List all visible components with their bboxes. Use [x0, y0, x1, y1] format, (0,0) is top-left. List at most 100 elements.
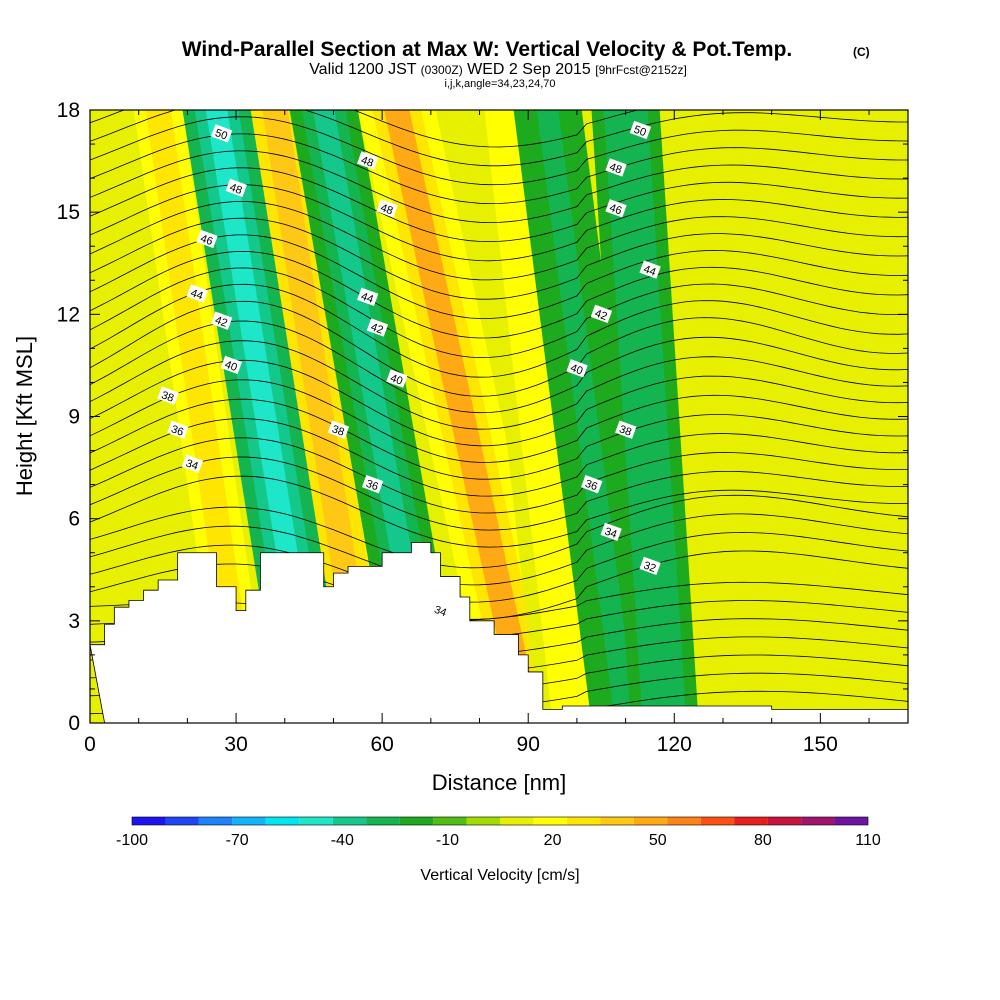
theta-label: 36 — [581, 474, 603, 494]
theta-label-text: 42 — [369, 321, 385, 336]
theta-label: 44 — [639, 260, 661, 279]
theta-label-box — [196, 229, 218, 249]
theta-contour — [90, 418, 908, 497]
theta-label-text: 32 — [642, 560, 658, 575]
chart-title-mark: (C) — [853, 45, 870, 59]
subtitle-valid: Valid 1200 JST — [309, 61, 417, 78]
theta-contour — [90, 550, 908, 620]
theta-contour — [90, 513, 908, 586]
colorbar-swatch — [533, 817, 567, 825]
theta-label-text: 48 — [228, 182, 244, 197]
theta-label-box — [376, 199, 398, 218]
theta-label-box — [167, 420, 189, 439]
x-tick-label: 60 — [370, 733, 393, 756]
down-motion-band — [614, 110, 676, 723]
colorbar-swatch — [366, 817, 400, 825]
colorbar-tick-label: 80 — [754, 832, 772, 849]
theta-contour — [90, 116, 908, 186]
up-motion-band — [496, 110, 590, 723]
theta-label: 36 — [361, 474, 384, 494]
colorbar-tick-label: -100 — [116, 832, 148, 849]
x-tick-label: 90 — [517, 733, 540, 756]
theta-label-text: 44 — [189, 287, 205, 302]
theta-label: 46 — [196, 229, 218, 249]
theta-label-box — [210, 124, 233, 143]
theta-label-box — [186, 284, 208, 303]
x-tick-label: 120 — [657, 733, 692, 756]
theta-label-text: 48 — [379, 202, 395, 217]
theta-label-box — [639, 556, 661, 576]
up-motion-band — [384, 110, 541, 723]
theta-label: 40 — [220, 355, 243, 375]
theta-label-text: 46 — [199, 233, 215, 248]
theta-label: 40 — [386, 369, 408, 388]
theta-label: 50 — [210, 124, 233, 143]
theta-contour — [90, 201, 908, 281]
theta-contour — [90, 250, 908, 339]
colorbar-tick-label: 110 — [855, 832, 881, 849]
contour-labels: 50 48 46 44 42 40 38 36 34 48 48 44 42 40 38 36 34 50 48 46… — [157, 120, 661, 620]
theta-label-text: 40 — [223, 359, 239, 374]
theta-label: 42 — [366, 318, 389, 337]
theta-label-box — [639, 260, 661, 279]
colorbar-swatch — [433, 817, 467, 825]
colorbar-swatch — [500, 817, 534, 825]
y-tick-label: 6 — [68, 508, 80, 531]
down-motion-band — [536, 110, 637, 723]
subtitle-date: WED 2 Sep 2015 — [467, 61, 591, 78]
theta-label-text: 34 — [603, 525, 619, 540]
theta-label: 32 — [639, 556, 661, 576]
theta-label-text: 34 — [184, 457, 200, 472]
x-tick-label: 30 — [224, 733, 247, 756]
theta-label-box — [590, 304, 613, 324]
theta-label-text: 42 — [593, 308, 609, 323]
x-tick-label: 150 — [803, 733, 838, 756]
y-tick-label: 18 — [57, 99, 80, 122]
theta-label: 42 — [590, 304, 613, 324]
theta-label-text: 44 — [359, 291, 375, 306]
colorbar-label: Vertical Velocity [cm/s] — [420, 867, 579, 884]
theta-contour — [90, 456, 908, 531]
theta-label-text: 46 — [608, 202, 624, 217]
theta-label-text: 50 — [632, 124, 648, 139]
theta-label-text: 38 — [617, 423, 633, 438]
theta-label: 40 — [566, 359, 588, 378]
x-tick-label: 0 — [84, 733, 96, 756]
theta-label: 44 — [186, 284, 208, 303]
theta-contour — [90, 217, 908, 300]
theta-label: 48 — [357, 151, 379, 170]
colorbar-swatch — [566, 817, 601, 825]
chart-subtitle: Valid 1200 JST (0300Z) WED 2 Sep 2015 [9… — [309, 61, 687, 78]
colorbar-tick-label: 50 — [649, 832, 667, 849]
colorbar-swatch — [232, 817, 266, 825]
colorbar-tick-label: -70 — [226, 832, 249, 849]
theta-contour — [90, 475, 908, 548]
colorbar-swatch — [299, 817, 333, 825]
theta-contour — [90, 300, 908, 397]
theta-contour — [90, 110, 640, 148]
subtitle-zulu: (0300Z) — [421, 63, 463, 77]
theta-label: 42 — [210, 311, 233, 330]
theta-contour — [90, 167, 908, 243]
theta-label: 50 — [629, 120, 652, 140]
theta-label-text: 48 — [359, 154, 375, 169]
theta-label-box — [629, 120, 652, 140]
theta-label-text: 44 — [642, 263, 658, 278]
theta-contour — [90, 340, 908, 430]
theta-contour — [90, 437, 908, 514]
theta-label: 48 — [605, 158, 627, 177]
theta-label-box — [615, 420, 637, 439]
colorbar-swatch — [801, 817, 835, 825]
colorbar-swatch — [466, 817, 500, 825]
theta-contour — [90, 379, 908, 463]
theta-label-text: 40 — [389, 372, 405, 387]
x-axis-label: Distance [nm] — [432, 770, 567, 795]
y-tick-label: 12 — [57, 303, 80, 326]
theta-label-box — [430, 600, 452, 620]
colorbar-swatch — [734, 817, 768, 825]
theta-contour — [90, 234, 908, 319]
theta-contour — [90, 283, 908, 378]
subtitle-forecast: [9hrFcst@2152z] — [595, 63, 687, 77]
